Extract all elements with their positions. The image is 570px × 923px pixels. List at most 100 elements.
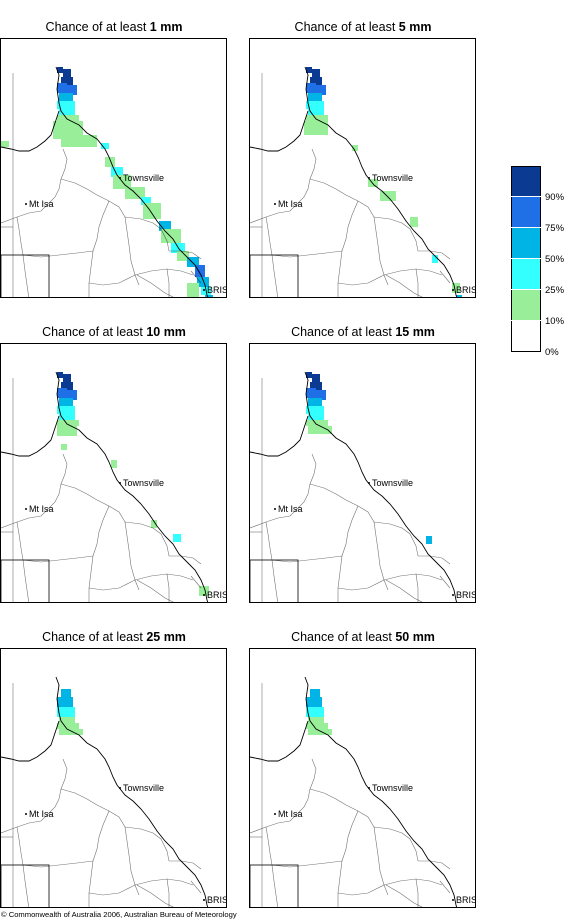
legend-label-25: 25% xyxy=(545,285,565,296)
district-boundary xyxy=(373,826,419,862)
rainfall-probability-zone xyxy=(310,77,322,85)
district-boundary xyxy=(415,878,419,907)
legend-label-90: 90% xyxy=(545,192,565,203)
district-boundary xyxy=(190,575,202,589)
rainfall-probability-zone xyxy=(159,221,171,231)
legend-swatch-50 xyxy=(511,228,541,258)
brisbane-label: BRIS xyxy=(207,590,227,600)
rainfall-probability-zone xyxy=(57,372,63,378)
brisbane-marker-icon xyxy=(452,289,454,291)
brisbane-label: BRIS xyxy=(456,590,476,600)
rainfall-probability-zone xyxy=(306,707,324,717)
district-boundary xyxy=(1,453,68,529)
rainfall-probability-zone xyxy=(57,83,67,93)
coastline xyxy=(304,676,458,907)
rainfall-probability-zone xyxy=(306,115,328,121)
queensland-map: Townsville Mt Isa BRIS xyxy=(1,676,226,907)
panel-title: Chance of at least 1 mm xyxy=(0,20,228,34)
townsville-marker-icon xyxy=(368,482,370,484)
rainfall-probability-zone xyxy=(306,67,312,73)
rainfall-probability-zone xyxy=(304,121,328,135)
brisbane-marker-icon xyxy=(452,899,454,901)
panel-title-amount: 1 mm xyxy=(149,20,183,34)
map-frame: Townsville Mt Isa BRIS xyxy=(0,648,227,908)
panel-title-prefix: Chance of at least xyxy=(45,20,147,34)
district-boundary xyxy=(309,178,389,286)
district-boundary xyxy=(337,810,359,907)
district-boundary xyxy=(16,216,94,258)
district-boundary xyxy=(136,884,174,907)
panel-title-amount: 5 mm xyxy=(398,20,432,34)
district-boundary xyxy=(418,250,451,260)
rainfall-probability-zone xyxy=(368,179,378,187)
district-boundary xyxy=(124,826,170,862)
rainfall-probability-zone xyxy=(452,283,460,293)
district-boundary xyxy=(250,453,317,529)
rainfall-probability-zone xyxy=(310,689,320,697)
legend-swatch-75 xyxy=(511,197,541,227)
district-boundary xyxy=(385,579,423,602)
rainfall-probability-zone xyxy=(61,444,67,450)
rainfall-probability-zone xyxy=(59,109,75,115)
district-boundary xyxy=(60,178,140,286)
inset-box xyxy=(1,864,50,907)
district-boundary xyxy=(88,268,194,286)
rainfall-probability-zone xyxy=(306,406,324,414)
district-boundary xyxy=(418,555,451,565)
rainfall-probability-zone xyxy=(173,534,181,542)
panel-title: Chance of at least 50 mm xyxy=(249,630,477,644)
district-boundary xyxy=(337,573,443,591)
district-boundary xyxy=(309,483,389,591)
rainfall-probability-zone xyxy=(57,723,79,729)
rainfall-probability-zone xyxy=(306,420,328,426)
rainfall-probability-zone xyxy=(105,157,115,167)
district-boundary xyxy=(415,573,419,602)
legend-swatch-25 xyxy=(511,259,541,289)
rainfall-probability-zone xyxy=(306,83,316,93)
rainfall-map-panel: Chance of at least 50 mm Townsville Mt Isa… xyxy=(249,630,477,910)
district-boundary xyxy=(124,216,170,252)
probability-legend: 90% 75% 50% 25% 10% 0% xyxy=(511,166,570,358)
district-boundary xyxy=(169,555,202,565)
rainfall-probability-zone xyxy=(195,265,205,277)
townsville-marker-icon xyxy=(119,482,121,484)
panel-title: Chance of at least 25 mm xyxy=(0,630,228,644)
district-boundary xyxy=(88,810,110,907)
rainfall-probability-zone xyxy=(61,689,71,697)
district-boundary xyxy=(124,521,170,557)
coastline xyxy=(55,371,209,602)
rainfall-probability-zone xyxy=(308,398,322,406)
rainfall-probability-zone xyxy=(151,520,157,528)
panel-title-prefix: Chance of at least xyxy=(42,630,143,644)
rainfall-probability-zone xyxy=(57,67,63,73)
mt-isa-marker-icon xyxy=(274,203,276,205)
district-boundary xyxy=(16,826,94,868)
legend-label-75: 75% xyxy=(545,223,565,234)
coastline xyxy=(304,371,458,602)
rainfall-probability-zone xyxy=(63,374,71,382)
district-boundary xyxy=(439,270,451,284)
district-boundary xyxy=(309,788,389,896)
mt-isa-label: Mt Isa xyxy=(29,809,54,819)
coastline xyxy=(55,66,209,297)
rainfall-map-panel: Chance of at least 15 mm Townsville Mt Isa… xyxy=(249,325,477,605)
rainfall-probability-zone xyxy=(432,255,438,263)
rainfall-probability-zone xyxy=(59,717,75,723)
district-boundary xyxy=(136,579,174,602)
panel-title-prefix: Chance of at least xyxy=(294,20,396,34)
coastline xyxy=(304,66,458,297)
townsville-marker-icon xyxy=(368,177,370,179)
district-boundary xyxy=(88,878,194,896)
panel-title-amount: 15 mm xyxy=(395,325,435,339)
mt-isa-marker-icon xyxy=(25,203,27,205)
district-boundary xyxy=(166,878,170,907)
rainfall-probability-zone xyxy=(57,388,67,398)
gulf-coastline xyxy=(1,415,60,457)
rainfall-probability-zone xyxy=(456,295,462,297)
rainfall-probability-zone xyxy=(352,145,358,151)
district-boundary xyxy=(169,860,202,870)
rainfall-probability-zone xyxy=(312,69,320,77)
rainfall-probability-zone xyxy=(308,426,332,434)
district-boundary xyxy=(250,148,317,224)
inset-box xyxy=(250,254,299,297)
